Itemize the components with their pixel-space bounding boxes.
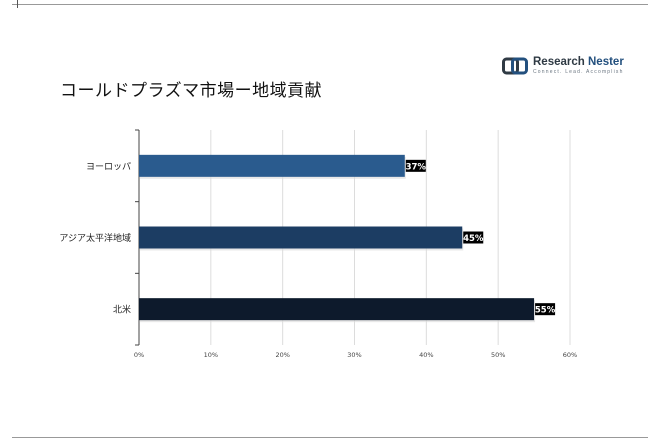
- bottom-rule: [12, 437, 648, 438]
- data-label-box: [405, 159, 426, 172]
- data-label-box: [463, 231, 484, 244]
- data-label: 37%: [406, 162, 427, 172]
- x-tick-label: 30%: [347, 351, 361, 359]
- category-label: ヨーロッパ: [86, 161, 131, 172]
- x-tick-label: 40%: [419, 351, 433, 359]
- research-nester-logo-icon: [502, 57, 528, 75]
- brand-logo: Research Nester Connect. Lead. Accomplis…: [502, 56, 642, 78]
- top-rule: [12, 4, 648, 5]
- bar: [139, 298, 535, 321]
- bar: [139, 154, 405, 177]
- data-label: 45%: [463, 234, 484, 244]
- x-tick-label: 0%: [134, 351, 144, 359]
- x-tick-label: 50%: [491, 351, 505, 359]
- data-label-box: [535, 303, 556, 316]
- bar: [139, 226, 463, 249]
- x-tick-label: 60%: [563, 351, 577, 359]
- page-title: コールドプラズマ市場ー地域貢献: [60, 81, 323, 101]
- data-label: 55%: [535, 306, 556, 316]
- logo-name: Research Nester: [533, 56, 624, 68]
- category-label: 北米: [113, 304, 131, 316]
- x-tick-label: 20%: [275, 351, 289, 359]
- category-label: アジア太平洋地域: [59, 232, 131, 244]
- top-rule-tick: [17, 0, 18, 8]
- logo-tagline: Connect. Lead. Accomplish: [533, 69, 624, 75]
- x-tick-label: 10%: [204, 351, 218, 359]
